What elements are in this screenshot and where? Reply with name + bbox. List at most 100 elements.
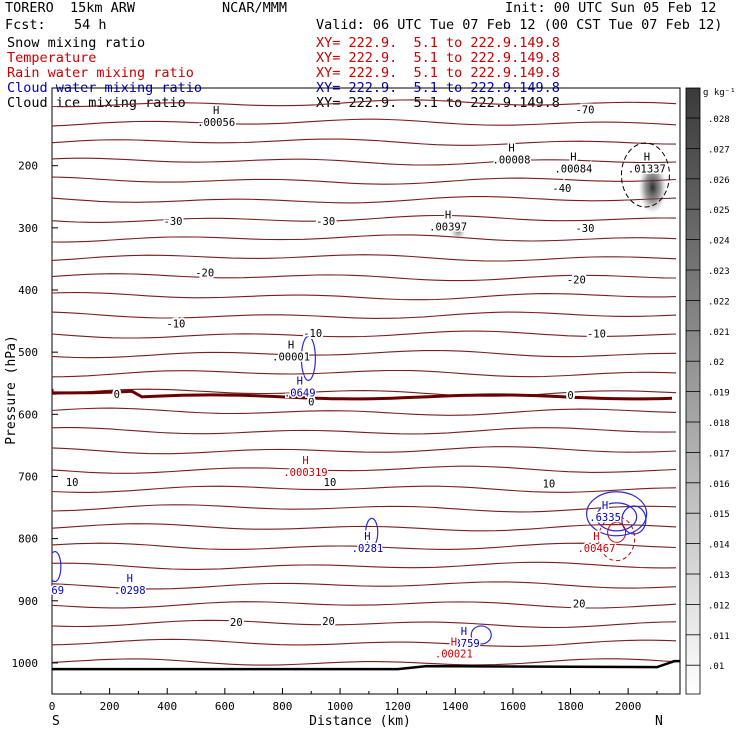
extremum-symbol: H	[302, 455, 308, 467]
colorbar-unit: g kg⁻¹	[703, 88, 736, 98]
temperature-contour-label: 0	[308, 396, 314, 408]
temperature-contour-label: 20	[573, 598, 586, 610]
colorbar-tick-label: .014	[708, 541, 730, 551]
cloud-water-contour	[470, 625, 492, 645]
extremum-value: .01337	[628, 164, 666, 176]
isotherm-line	[52, 446, 677, 455]
extremum-value: .000319	[283, 467, 327, 479]
x-axis-label: Distance (km)	[309, 714, 411, 729]
extremum-symbol: H	[127, 573, 133, 585]
terrain-surface	[52, 659, 680, 671]
extremum-symbol: H	[461, 626, 467, 638]
isotherm-line	[52, 658, 677, 666]
colorbar-tick-label: .025	[708, 206, 730, 216]
extremum-symbol: H	[602, 500, 608, 512]
y-tick-label: 700	[18, 470, 38, 483]
temperature-contour-label: -10	[303, 328, 322, 340]
isotherm-line	[52, 542, 677, 550]
cloud-water-contour	[52, 550, 62, 583]
temperature-contour-label: -30	[164, 216, 183, 228]
y-tick-label: 1000	[12, 657, 39, 670]
x-tick-label: 1600	[500, 700, 527, 713]
temperature-contour-label: 20	[322, 616, 335, 628]
isotherm-line	[52, 99, 677, 108]
legend-rain-label: Rain water mixing ratio	[7, 65, 194, 81]
cloud-water-contour	[596, 502, 638, 532]
extremum-value: .00056	[197, 117, 235, 129]
rain-water-contour	[607, 521, 627, 543]
isotherm-line	[52, 311, 677, 319]
legend-snow-xy: XY= 222.9. 5.1 to 222.9.149.8	[316, 35, 560, 51]
isotherm-line	[52, 638, 677, 647]
temperature-contour-label: 10	[543, 478, 556, 490]
center-title: NCAR/MMM	[222, 0, 288, 16]
x-tick-label: 1000	[327, 700, 354, 713]
init-time: Init: 00 UTC Sun 05 Feb 12	[505, 0, 717, 16]
cloud-water-contour	[300, 335, 316, 381]
temperature-contour-label: -20	[567, 275, 586, 287]
cloud-water-contour	[365, 517, 379, 548]
colorbar-tick-label: .019	[708, 389, 730, 399]
extremum-value: .0649	[284, 387, 316, 399]
y-axis-label: Pressure (hPa)	[4, 335, 19, 445]
colorbar-tick-label: .017	[708, 449, 730, 459]
x-tick-label: 1200	[384, 700, 411, 713]
x-tick-label: 400	[157, 700, 177, 713]
isotherm-line	[52, 196, 677, 204]
legend-cloud-ice-xy: XY= 222.9. 5.1 to 222.9.149.8	[316, 95, 560, 111]
x-tick-label: 0	[49, 700, 56, 713]
temperature-contour-label: -30	[316, 216, 335, 228]
extremum-symbol: H	[445, 209, 451, 221]
isotherm-line	[52, 388, 677, 397]
temperature-contour-label: -30	[575, 223, 594, 235]
colorbar-tick-label: .028	[708, 115, 730, 125]
legend-snow-label: Snow mixing ratio	[7, 35, 146, 51]
colorbar-tick-label: .016	[708, 480, 730, 490]
legend-rain-xy: XY= 222.9. 5.1 to 222.9.149.8	[316, 65, 560, 81]
south-label: S	[52, 714, 60, 729]
temperature-contour-label: -10	[166, 319, 185, 331]
isotherm-line	[52, 330, 677, 339]
x-tick-label: 1800	[557, 700, 584, 713]
isotherm-line	[52, 157, 677, 166]
temperature-contour-label: -70	[575, 104, 594, 116]
isotherm-line	[52, 369, 677, 378]
temperature-contour-label: 0	[567, 390, 573, 402]
isotherm-line	[52, 118, 677, 127]
isotherm-line	[52, 485, 677, 493]
y-tick-label: 400	[18, 284, 38, 297]
isotherm-line	[52, 407, 677, 416]
temperature-contour-label: 10	[324, 477, 337, 489]
isotherm-line	[52, 619, 677, 629]
y-tick-label: 600	[18, 408, 38, 421]
north-label: N	[655, 714, 663, 729]
extremum-value: .00008	[493, 154, 531, 166]
temperature-contour-label: 10	[66, 477, 79, 489]
x-tick-label: 200	[100, 700, 120, 713]
colorbar-tick-label: .013	[708, 571, 730, 581]
colorbar-tick-label: .021	[708, 328, 730, 338]
fcst-value: 54 h	[74, 17, 107, 33]
temperature-contour-label: 20	[230, 617, 243, 629]
extremum-value: 69	[51, 585, 64, 597]
x-tick-label: 1400	[442, 700, 469, 713]
model-title: TORERO 15km ARW	[5, 0, 136, 16]
snow-mixing-ratio-small	[450, 220, 467, 241]
colorbar-tick-label: .012	[708, 601, 730, 611]
isotherm-line	[52, 601, 677, 609]
x-tick-label: 600	[215, 700, 235, 713]
extremum-value: .00021	[435, 648, 473, 660]
extremum-value: .0281	[352, 543, 384, 555]
colorbar-tick-label: .022	[708, 297, 730, 307]
isotherm-line	[52, 581, 677, 590]
extremum-value: .00084	[554, 164, 592, 176]
extremum-value: .3759	[448, 638, 480, 650]
extremum-value: .00467	[577, 543, 615, 555]
cloud-water-contour	[586, 491, 648, 537]
isotherm-line	[52, 138, 677, 146]
x-tick-label: 2000	[615, 700, 642, 713]
extremum-symbol: H	[297, 375, 303, 387]
isotherm-line	[52, 254, 677, 262]
colorbar-tick-label: .024	[708, 237, 730, 247]
isotherm-line	[52, 561, 677, 570]
